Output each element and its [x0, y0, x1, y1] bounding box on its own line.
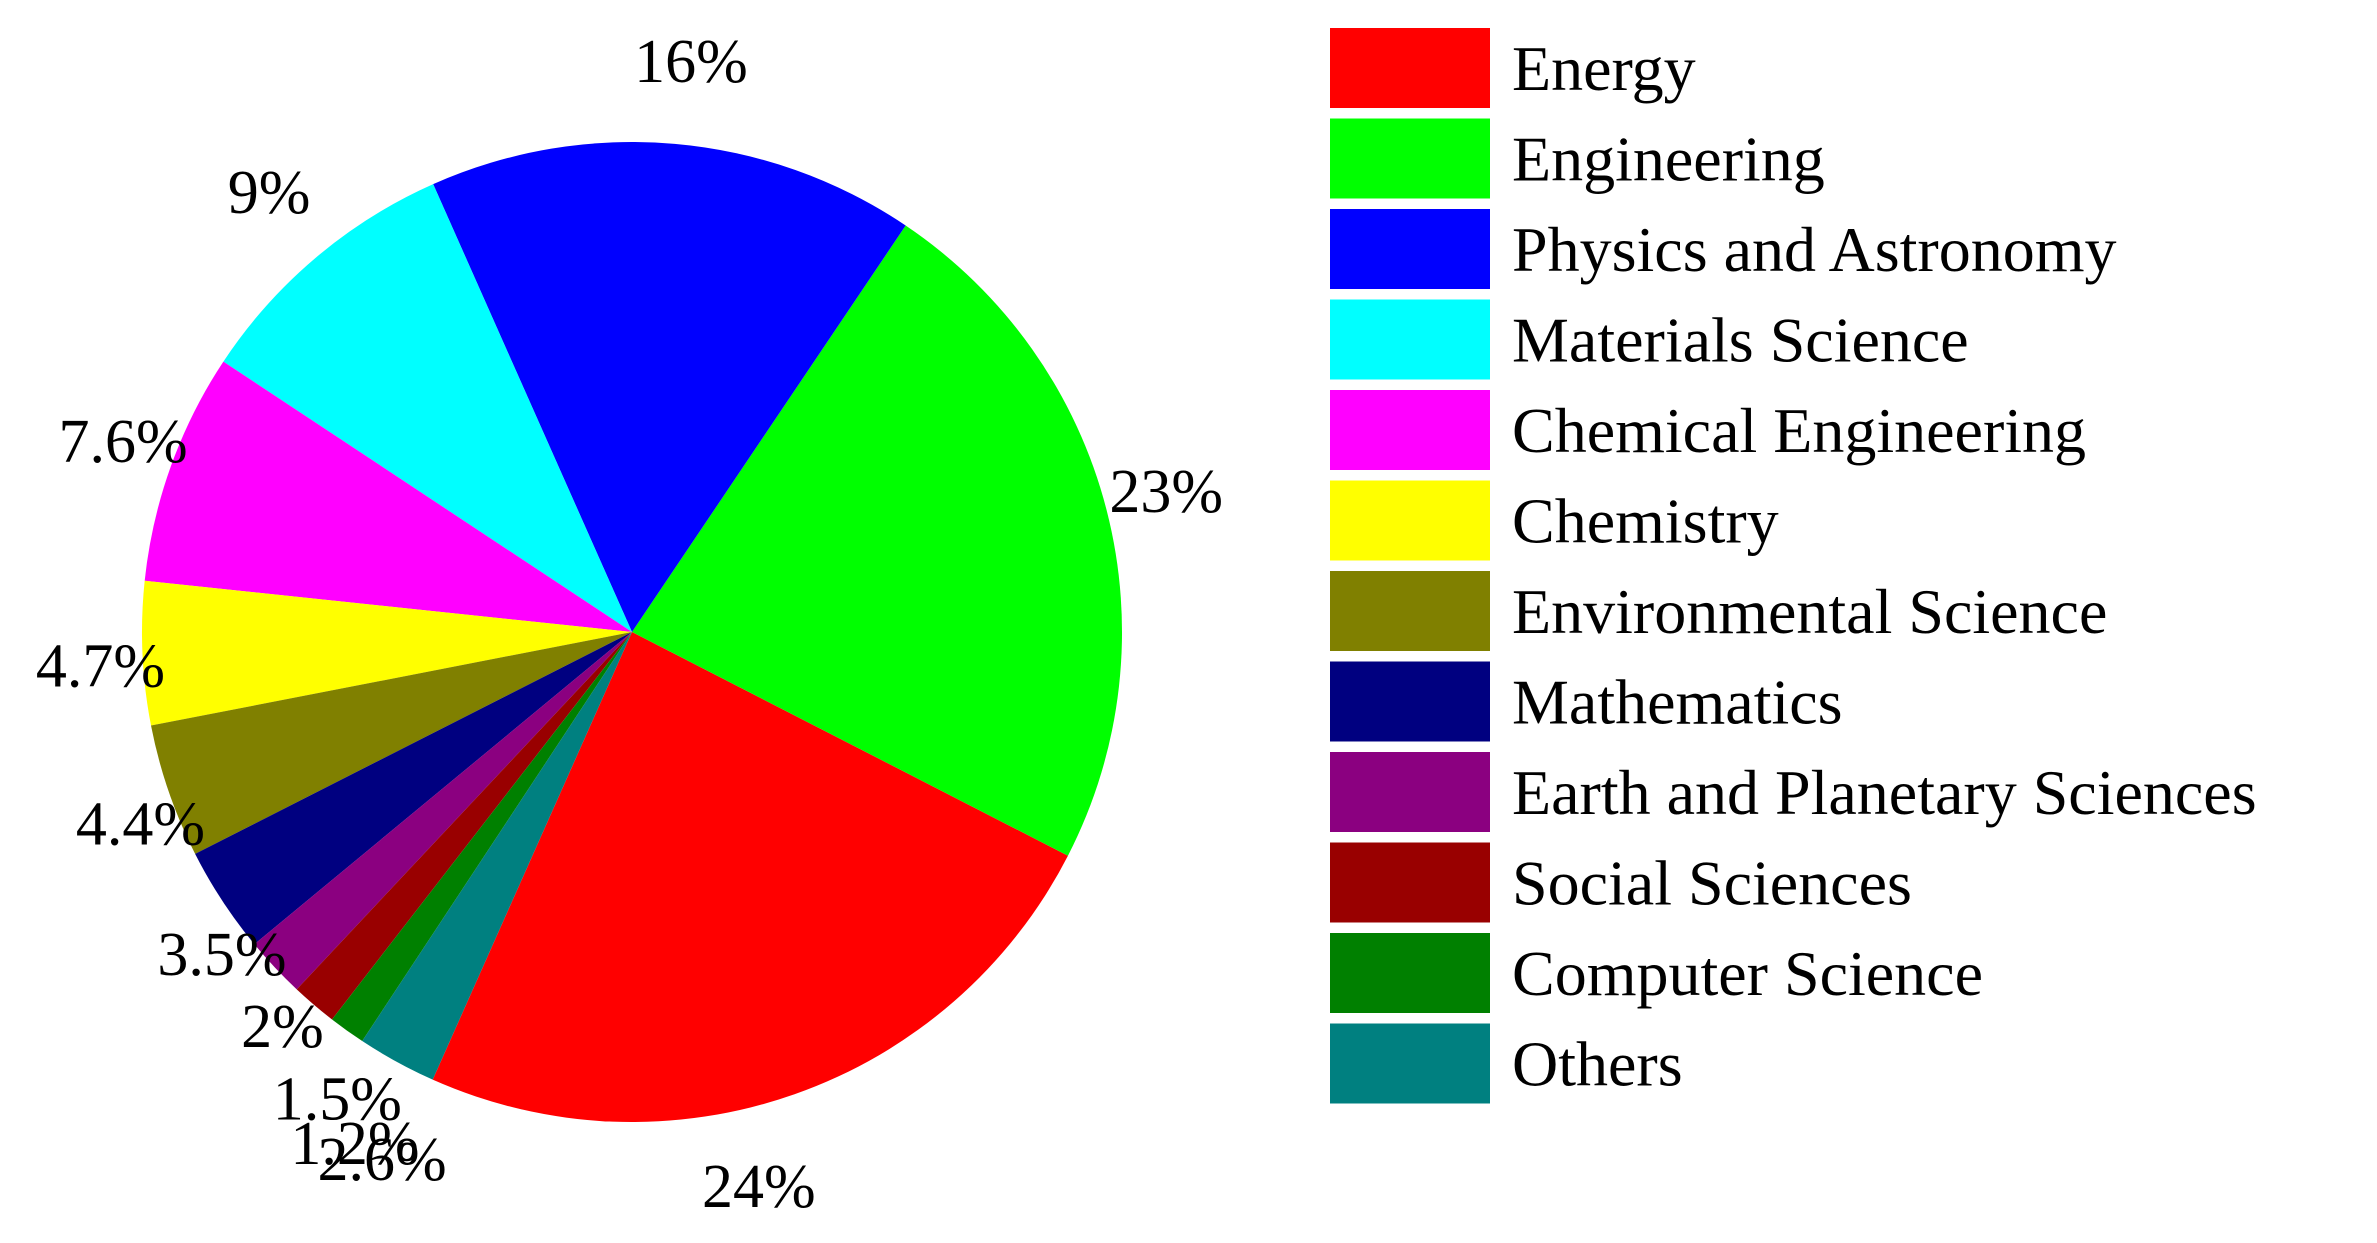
- legend-swatch-materials-science: [1330, 299, 1490, 380]
- pie-slice-chemistry: [141, 580, 633, 726]
- legend-swatch-energy: [1330, 28, 1490, 108]
- legend-swatch-engineering: [1330, 118, 1490, 199]
- legend-swatch-mathematics: [1330, 661, 1490, 742]
- legend-label-engineering: Engineering: [1512, 124, 1825, 195]
- pie-slice-materials-science: [223, 184, 632, 632]
- legend-swatch-environmental-science: [1330, 571, 1490, 651]
- legend-swatch-social-sciences: [1330, 842, 1490, 923]
- pie-slice-earth-and-planetary-sciences: [254, 632, 632, 990]
- legend-label-computer-science: Computer Science: [1512, 938, 1983, 1009]
- pct-label-computer-science: 1.2%: [290, 1110, 419, 1178]
- legend-label-chemical-engineering: Chemical Engineering: [1512, 395, 2086, 466]
- pct-label-materials-science: 9%: [228, 159, 311, 227]
- pie-slice-energy: [432, 632, 1068, 1123]
- pie-slice-social-sciences: [296, 632, 632, 1020]
- pie-slice-computer-science: [332, 632, 632, 1042]
- pct-label-environmental-science: 4.4%: [76, 791, 205, 859]
- pct-label-energy: 24%: [702, 1153, 816, 1221]
- pct-label-earth-and-planetary-sciences: 2%: [241, 993, 324, 1061]
- percentage-labels: 24% 23% 16% 9% 7.6% 4.7% 4.4% 3.5%2%1.5%1.2%2.6…: [36, 28, 1223, 1221]
- pct-label-engineering: 23%: [1109, 458, 1223, 526]
- pct-label-physics-and-astronomy: 16%: [634, 28, 748, 96]
- legend-label-physics-and-astronomy: Physics and Astronomy: [1512, 214, 2116, 285]
- pie-slice-chemical-engineering: [144, 361, 632, 632]
- legend-label-materials-science: Materials Science: [1512, 305, 1969, 376]
- legend-swatch-chemistry: [1330, 480, 1490, 561]
- legend-swatch-others: [1330, 1023, 1490, 1104]
- legend-label-mathematics: Mathematics: [1512, 667, 1843, 738]
- pie-slice-mathematics: [195, 632, 633, 945]
- legend: Energy Engineering Physics and Astronomy Ma…: [1330, 28, 2257, 1104]
- pct-label-chemical-engineering: 7.6%: [59, 408, 188, 476]
- legend-swatch-physics-and-astronomy: [1330, 209, 1490, 289]
- pct-label-others: 2.6%: [318, 1126, 447, 1194]
- pct-label-social-sciences: 1.5%: [273, 1066, 402, 1134]
- legend-label-environmental-science: Environmental Science: [1512, 576, 2107, 647]
- pie-slice-engineering: [632, 225, 1123, 856]
- legend-swatch-computer-science: [1330, 933, 1490, 1013]
- pie-slice-environmental-science: [151, 632, 632, 854]
- pct-label-chemistry: 4.7%: [36, 633, 165, 701]
- legend-label-chemistry: Chemistry: [1512, 486, 1779, 557]
- pie-slice-physics-and-astronomy: [433, 141, 906, 632]
- legend-label-others: Others: [1512, 1029, 1683, 1100]
- legend-label-earth-and-planetary-sciences: Earth and Planetary Sciences: [1512, 757, 2257, 828]
- pie-slices: [141, 141, 1123, 1123]
- pie-slice-others: [362, 632, 632, 1080]
- legend-swatch-earth-and-planetary-sciences: [1330, 752, 1490, 832]
- legend-swatch-chemical-engineering: [1330, 390, 1490, 470]
- legend-label-energy: Energy: [1512, 33, 1696, 104]
- legend-label-social-sciences: Social Sciences: [1512, 848, 1912, 919]
- pct-label-mathematics: 3.5%: [157, 921, 286, 989]
